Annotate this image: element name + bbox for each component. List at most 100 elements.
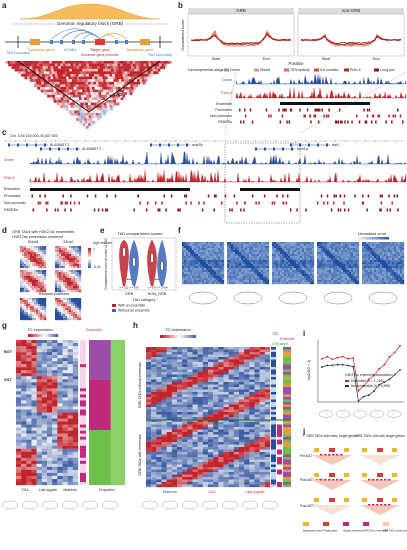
cell bbox=[241, 264, 244, 267]
cell bbox=[72, 469, 79, 474]
cell bbox=[302, 274, 305, 277]
cell bbox=[69, 260, 72, 263]
cell bbox=[16, 394, 22, 398]
cell bbox=[30, 81, 34, 85]
cell bbox=[376, 280, 379, 283]
cell bbox=[247, 274, 250, 277]
cell bbox=[92, 110, 96, 114]
cell bbox=[196, 250, 199, 253]
cell bbox=[62, 472, 68, 477]
cell bbox=[62, 418, 68, 422]
cell bbox=[69, 310, 72, 313]
cell bbox=[280, 264, 283, 267]
cell bbox=[284, 262, 287, 265]
cell bbox=[47, 364, 53, 368]
cell bbox=[62, 379, 68, 383]
cell bbox=[30, 264, 33, 267]
cell bbox=[71, 314, 74, 317]
cell bbox=[212, 262, 215, 265]
cell bbox=[47, 63, 50, 67]
cell bbox=[282, 282, 285, 285]
cell bbox=[116, 68, 119, 72]
feature-tick bbox=[289, 108, 292, 112]
cell bbox=[62, 403, 68, 407]
cell bbox=[398, 274, 401, 277]
cell bbox=[235, 242, 238, 245]
cell bbox=[214, 266, 217, 269]
cell bbox=[61, 318, 64, 321]
feature-tick bbox=[240, 120, 242, 124]
cell bbox=[325, 254, 328, 257]
cell bbox=[298, 280, 301, 283]
cell bbox=[402, 280, 405, 283]
cell bbox=[139, 79, 143, 82]
cell bbox=[91, 94, 95, 98]
cell bbox=[36, 264, 39, 267]
cell bbox=[202, 270, 205, 273]
cell bbox=[63, 266, 66, 269]
cell bbox=[400, 268, 403, 271]
cell bbox=[26, 379, 32, 383]
cell bbox=[26, 260, 29, 263]
cell bbox=[63, 76, 67, 80]
cell bbox=[204, 258, 207, 261]
cell bbox=[57, 264, 60, 267]
cell bbox=[97, 118, 100, 121]
cell bbox=[40, 252, 43, 255]
cell bbox=[374, 258, 377, 261]
cell bbox=[204, 272, 207, 275]
feature-tick bbox=[271, 201, 274, 205]
cell bbox=[47, 415, 53, 419]
feature-tick bbox=[106, 194, 108, 198]
cell bbox=[276, 262, 279, 265]
cell bbox=[370, 250, 373, 253]
cell bbox=[192, 268, 195, 271]
cell bbox=[28, 276, 31, 279]
cell bbox=[72, 418, 79, 422]
cell bbox=[140, 63, 144, 67]
cell bbox=[312, 244, 315, 247]
cell bbox=[64, 81, 68, 85]
cell bbox=[310, 272, 313, 275]
cell bbox=[298, 264, 301, 267]
cell bbox=[398, 264, 401, 267]
label: 24hpf bbox=[63, 240, 73, 244]
cell bbox=[218, 250, 221, 253]
cell bbox=[31, 358, 37, 362]
cell bbox=[192, 266, 195, 269]
cell bbox=[276, 274, 279, 277]
cell bbox=[28, 282, 31, 285]
cell bbox=[58, 100, 62, 103]
cell bbox=[67, 460, 73, 465]
cell bbox=[214, 278, 217, 281]
cell bbox=[75, 260, 78, 263]
cell bbox=[40, 316, 43, 319]
cell bbox=[186, 256, 189, 259]
label: NON_GRB bbox=[148, 292, 167, 296]
cell bbox=[278, 272, 281, 275]
cell bbox=[317, 272, 320, 275]
cell bbox=[284, 246, 287, 249]
cell bbox=[93, 115, 97, 119]
cell bbox=[186, 246, 189, 249]
cell bbox=[77, 256, 80, 259]
cell bbox=[351, 250, 354, 253]
cell bbox=[263, 274, 266, 277]
cell bbox=[251, 268, 254, 271]
cell bbox=[71, 66, 74, 69]
cell bbox=[51, 68, 54, 72]
cell bbox=[331, 268, 334, 271]
cell bbox=[345, 250, 348, 253]
cell bbox=[36, 415, 42, 419]
cell bbox=[194, 280, 197, 283]
cell bbox=[38, 276, 41, 279]
cell bbox=[218, 242, 221, 245]
cell bbox=[284, 276, 287, 279]
cell bbox=[72, 81, 76, 85]
cell bbox=[86, 115, 89, 119]
cell bbox=[349, 258, 352, 261]
cell bbox=[235, 260, 238, 263]
cell bbox=[243, 246, 246, 249]
cell bbox=[265, 280, 268, 283]
cell bbox=[372, 282, 375, 285]
